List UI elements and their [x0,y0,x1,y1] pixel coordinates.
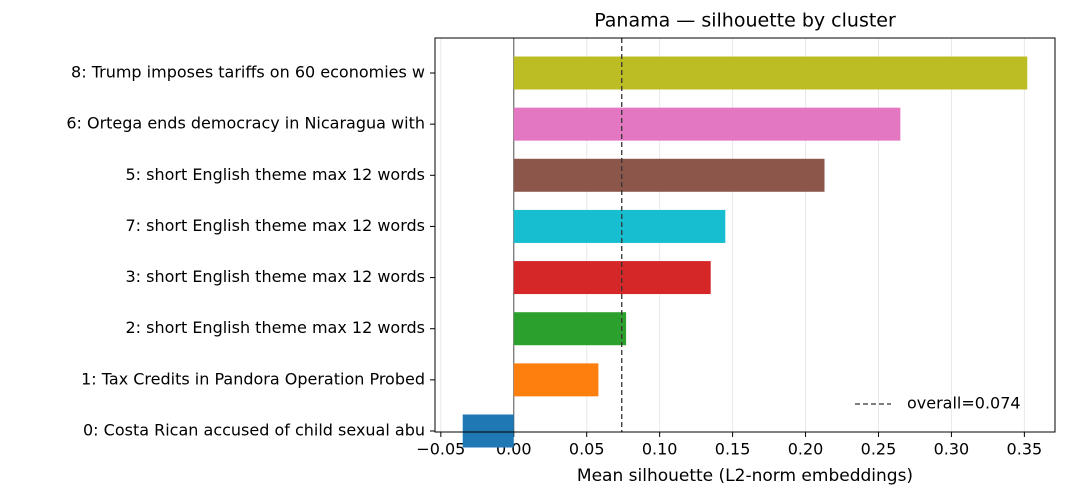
x-tick-label: 0.30 [934,440,970,459]
y-tick-label: 5: short English theme max 12 words [125,165,425,184]
x-tick-label: 0.05 [569,440,605,459]
bar [513,56,1028,90]
y-tick-label: 7: short English theme max 12 words [125,216,425,235]
x-tick-label: −0.05 [416,440,465,459]
plot-frame [434,37,1056,433]
y-tick-label: 0: Costa Rican accused of child sexual a… [83,421,425,440]
bar [513,209,726,243]
bar [513,312,627,346]
bar [513,107,901,141]
y-tick-label: 6: Ortega ends democracy in Nicaragua wi… [66,114,425,133]
x-tick-label: 0.15 [715,440,751,459]
y-tick-label: 1: Tax Credits in Pandora Operation Prob… [81,369,425,388]
x-tick-label: 0.10 [642,440,678,459]
bar [513,158,825,192]
x-tick-label: 0.35 [1007,440,1043,459]
x-tick-label: 0.25 [861,440,897,459]
bar [513,363,599,397]
y-tick-label: 3: short English theme max 12 words [125,267,425,286]
bar [513,261,711,295]
y-tick-label: 8: Trump imposes tariffs on 60 economies… [71,63,425,82]
x-tick-label: 0.20 [788,440,824,459]
x-axis-label: Mean silhouette (L2-norm embeddings) [577,466,913,486]
bar [462,414,514,448]
y-tick-label: 2: short English theme max 12 words [125,318,425,337]
legend-label: overall=0.074 [907,394,1021,413]
chart-title: Panama — silhouette by cluster [594,10,896,32]
